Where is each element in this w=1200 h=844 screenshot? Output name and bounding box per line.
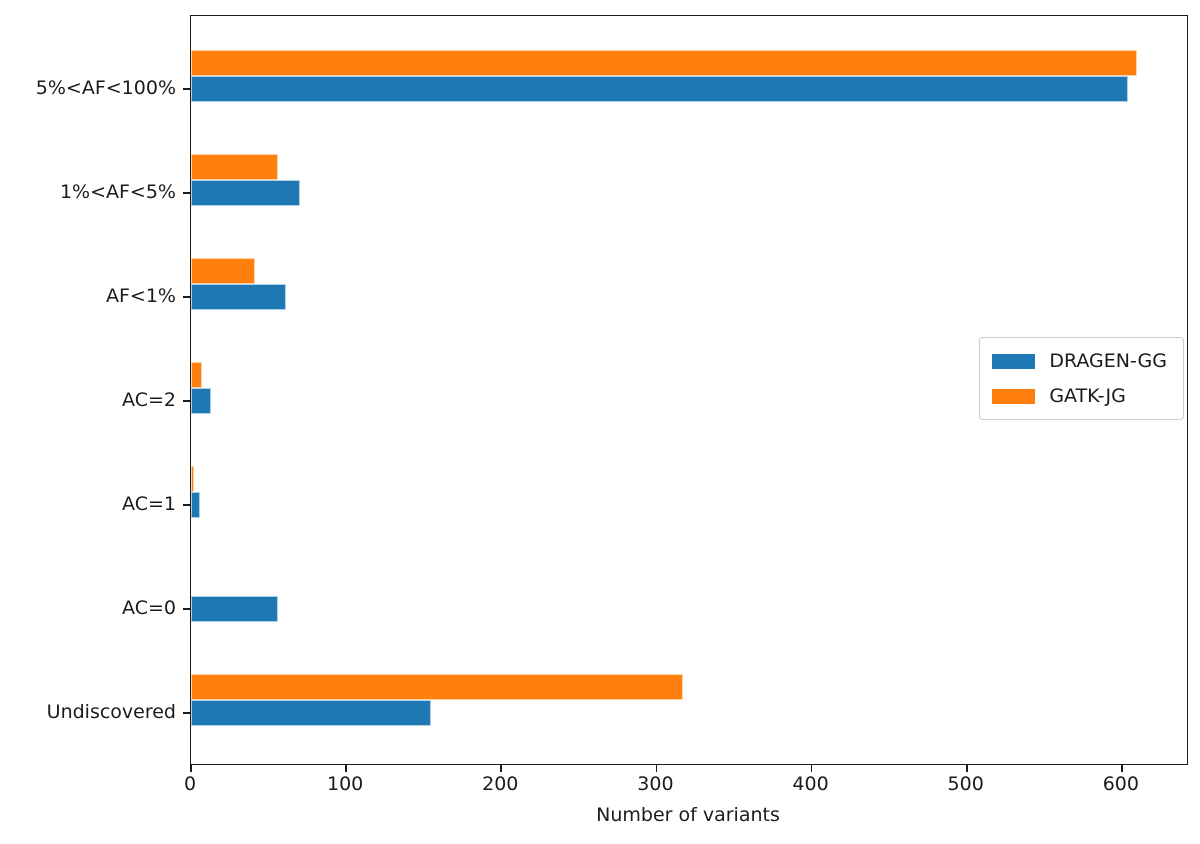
- bar-GATK-JG: [191, 258, 255, 284]
- bar-GATK-JG: [191, 466, 195, 492]
- legend: DRAGEN-GG GATK-JG: [979, 337, 1184, 420]
- x-tick-mark: [190, 765, 192, 772]
- y-tick-mark: [183, 712, 190, 714]
- x-tick-mark: [655, 765, 658, 772]
- x-tick-label: 0: [183, 773, 197, 795]
- y-tick-mark: [183, 608, 190, 610]
- y-tick-mark: [183, 88, 190, 90]
- y-tick-mark: [183, 400, 190, 402]
- bar-GATK-JG: [191, 674, 683, 700]
- y-tick-mark: [183, 296, 190, 298]
- bar-DRAGEN-GG: [191, 284, 286, 310]
- x-tick-mark: [965, 765, 968, 772]
- legend-swatch-dragen-gg: [992, 353, 1036, 369]
- x-tick-mark: [810, 765, 813, 772]
- x-tick-label: 600: [1102, 773, 1139, 795]
- bar-DRAGEN-GG: [191, 388, 212, 414]
- y-tick-label: AC=1: [122, 493, 176, 515]
- bar-DRAGEN-GG: [191, 700, 432, 726]
- y-tick-label: AF<1%: [106, 285, 176, 307]
- legend-label: GATK-JG: [1049, 385, 1126, 407]
- x-tick-mark: [1120, 765, 1123, 772]
- y-tick-mark: [183, 504, 190, 506]
- x-tick-label: 500: [947, 773, 984, 795]
- x-tick-label: 300: [637, 773, 674, 795]
- bar-DRAGEN-GG: [191, 180, 300, 206]
- bar-GATK-JG: [191, 362, 202, 388]
- y-tick-label: Undiscovered: [46, 701, 176, 723]
- x-tick-label: 400: [792, 773, 829, 795]
- bar-GATK-JG: [191, 50, 1138, 76]
- y-tick-label: AC=2: [122, 389, 176, 411]
- x-tick-label: 200: [482, 773, 519, 795]
- bar-DRAGEN-GG: [191, 76, 1129, 102]
- legend-entry: GATK-JG: [992, 383, 1167, 409]
- legend-swatch-gatk-jg: [992, 388, 1036, 404]
- y-tick-label: AC=0: [122, 597, 176, 619]
- x-axis-label: Number of variants: [596, 804, 780, 826]
- y-tick-mark: [183, 192, 190, 194]
- x-tick-label: 100: [326, 773, 364, 795]
- bar-DRAGEN-GG: [191, 596, 278, 622]
- x-tick-mark: [500, 765, 503, 772]
- legend-entry: DRAGEN-GG: [992, 348, 1167, 374]
- y-tick-label: 5%<AF<100%: [35, 77, 176, 99]
- legend-label: DRAGEN-GG: [1049, 350, 1167, 372]
- bar-GATK-JG: [191, 154, 278, 180]
- x-tick-mark: [345, 765, 348, 772]
- y-tick-label: 1%<AF<5%: [59, 181, 176, 203]
- bar-DRAGEN-GG: [191, 492, 201, 518]
